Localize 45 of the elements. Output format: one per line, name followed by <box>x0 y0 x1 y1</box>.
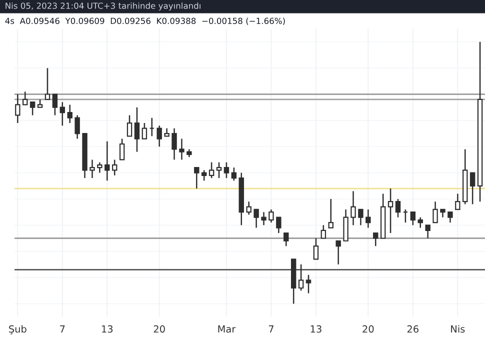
candlestick <box>306 274 312 294</box>
candlestick <box>22 91 28 106</box>
candlestick <box>134 106 140 152</box>
candlestick <box>194 166 200 190</box>
x-tick-label: 20 <box>362 325 374 333</box>
x-tick-label: 13 <box>310 325 322 333</box>
candlestick <box>142 122 148 140</box>
candlestick <box>418 216 423 228</box>
candlestick <box>30 101 36 116</box>
candlestick <box>276 216 282 234</box>
candlestick <box>52 94 58 116</box>
candlestick <box>373 232 378 247</box>
candlestick <box>231 166 237 182</box>
candlestick <box>268 208 274 224</box>
candlestick <box>172 128 177 160</box>
candlestick <box>336 240 341 266</box>
candlestick <box>67 104 72 124</box>
x-tick-label: 7 <box>268 325 274 333</box>
x-tick-label: 26 <box>407 325 418 333</box>
candlestick <box>201 170 207 182</box>
candlestick <box>366 208 371 228</box>
x-tick-label: Şub <box>9 325 26 334</box>
candlestick <box>254 208 259 228</box>
x-tick-label: 13 <box>102 325 113 333</box>
candlestick <box>156 125 162 148</box>
candlestick <box>410 211 416 226</box>
candlestick <box>358 208 364 226</box>
candlestick <box>284 232 289 247</box>
candlestick <box>246 200 252 216</box>
x-tick-label: Mar <box>218 325 236 333</box>
x-tick-label: 7 <box>60 325 65 333</box>
candlestick <box>425 224 430 239</box>
candlestick <box>261 211 266 226</box>
candlestick <box>448 211 453 224</box>
x-tick-label: Nis <box>451 325 465 333</box>
x-tick-label: 20 <box>154 325 165 333</box>
candlestick <box>74 114 80 140</box>
candlestick <box>224 162 230 179</box>
chart-title: Nis 05, 2023 21:04 UTC+3 tarihinde yayınlandı <box>6 2 200 11</box>
chart-subtitle: 4s A0.09546 Y0.09609 D0.09256 K0.09388 −0.00158 (−1.66%) <box>5 18 285 25</box>
candlestick <box>179 138 184 160</box>
candlestick <box>470 172 476 205</box>
candlestick <box>395 198 401 218</box>
candlestick <box>104 140 110 182</box>
candlestick <box>60 101 66 126</box>
